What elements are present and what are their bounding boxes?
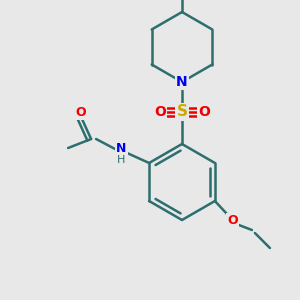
Text: N: N xyxy=(176,75,188,89)
Text: S: S xyxy=(176,104,188,119)
Text: O: O xyxy=(228,214,238,227)
Text: O: O xyxy=(154,105,166,119)
Text: O: O xyxy=(76,106,86,118)
Text: N: N xyxy=(116,142,126,155)
Text: H: H xyxy=(117,155,125,165)
Text: O: O xyxy=(198,105,210,119)
